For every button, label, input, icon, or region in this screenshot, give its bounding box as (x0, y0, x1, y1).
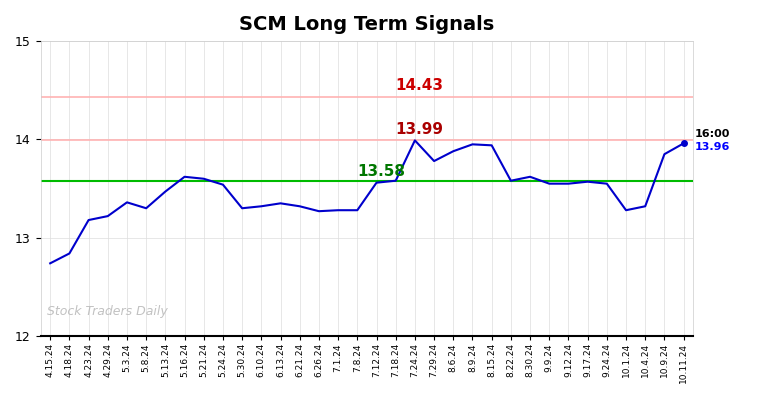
Text: 14.43: 14.43 (396, 78, 444, 93)
Text: 13.99: 13.99 (396, 123, 444, 137)
Text: 16:00: 16:00 (695, 129, 730, 139)
Text: 13.58: 13.58 (358, 164, 405, 179)
Text: Stock Traders Daily: Stock Traders Daily (47, 305, 168, 318)
Text: 13.96: 13.96 (695, 142, 730, 152)
Title: SCM Long Term Signals: SCM Long Term Signals (239, 15, 495, 34)
